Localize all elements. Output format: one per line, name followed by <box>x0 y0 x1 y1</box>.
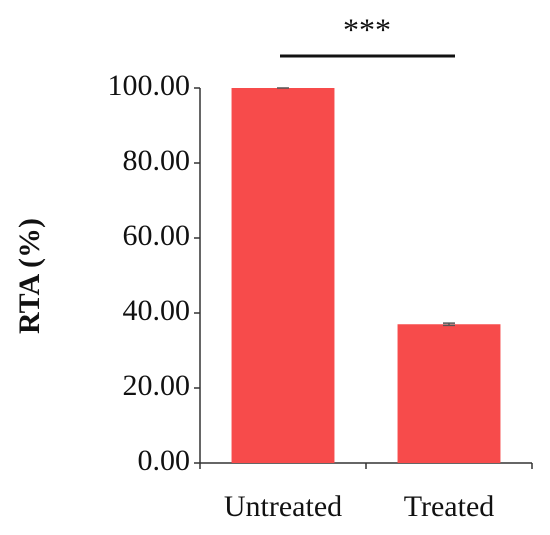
y-axis-label: RTA (%) <box>13 218 46 334</box>
x-tick-label: Untreated <box>224 490 342 523</box>
y-tick-label: 100.00 <box>108 69 191 102</box>
y-tick-label: 40.00 <box>123 294 191 327</box>
y-tick-label: 60.00 <box>123 219 191 252</box>
error-bar <box>443 322 455 327</box>
significance-label: *** <box>343 11 391 47</box>
y-tick-label: 0.00 <box>138 444 191 477</box>
bar <box>231 88 335 463</box>
x-tick-label: Treated <box>404 490 495 523</box>
bar <box>397 324 501 463</box>
y-tick-label: 80.00 <box>123 144 191 177</box>
y-tick-label: 20.00 <box>123 369 191 402</box>
